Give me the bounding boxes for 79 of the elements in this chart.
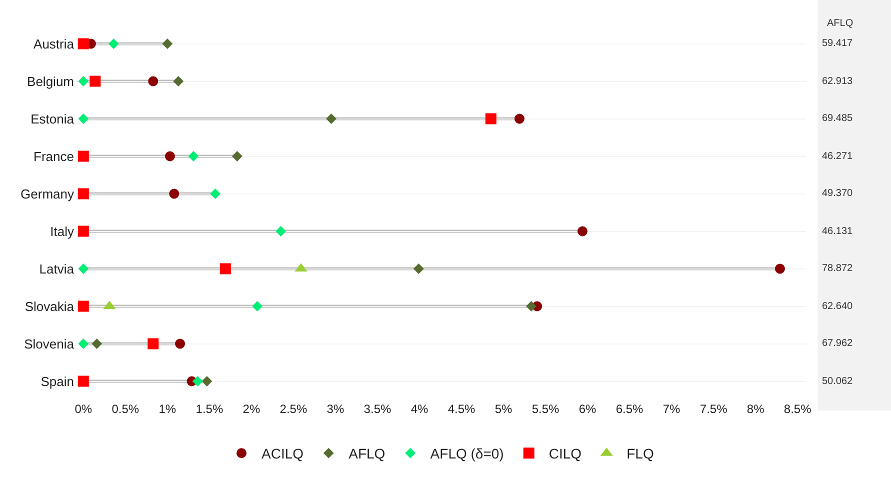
text: 50.062 bbox=[822, 376, 854, 387]
point bbox=[78, 300, 89, 312]
x-tick-label: 7% bbox=[662, 402, 681, 416]
point bbox=[326, 114, 336, 124]
y-tick-label: Slovakia bbox=[24, 298, 75, 314]
point bbox=[164, 151, 175, 162]
point bbox=[276, 226, 286, 236]
point bbox=[220, 263, 231, 274]
x-tick-label: 2% bbox=[242, 402, 260, 416]
point bbox=[162, 38, 173, 49]
point bbox=[78, 76, 89, 86]
point bbox=[78, 376, 89, 387]
point bbox=[78, 264, 89, 274]
x-tick-label: 4.5% bbox=[448, 402, 476, 416]
point bbox=[78, 188, 89, 200]
y-tick-label: Belgium bbox=[27, 74, 74, 89]
x-tick-label: 1.5% bbox=[196, 402, 224, 416]
legend-label: AFLQ (δ=0) bbox=[430, 446, 504, 462]
point bbox=[148, 338, 159, 350]
legend-label: CILQ bbox=[548, 446, 582, 462]
x-tick-label: 5.5% bbox=[532, 402, 560, 416]
x-tick-label: 8.5% bbox=[784, 402, 812, 416]
text: 67.962 bbox=[822, 338, 854, 349]
x-tick-label: 0.5% bbox=[112, 402, 140, 416]
point bbox=[188, 151, 199, 162]
text: 69.485 bbox=[822, 113, 854, 124]
legend-label: ACILQ bbox=[262, 446, 304, 462]
y-tick-label: Italy bbox=[50, 224, 74, 239]
point bbox=[78, 114, 89, 124]
y-tick-label: Slovenia bbox=[24, 336, 75, 352]
point bbox=[232, 151, 242, 162]
point bbox=[90, 76, 101, 87]
point bbox=[210, 188, 221, 199]
point bbox=[192, 376, 203, 386]
text: AFLQ bbox=[827, 18, 854, 29]
legend-label: FLQ bbox=[626, 446, 654, 462]
y-tick-label: Estonia bbox=[30, 111, 75, 126]
text: 62.913 bbox=[822, 76, 854, 87]
point bbox=[774, 264, 785, 274]
text: 46.131 bbox=[822, 226, 854, 237]
point bbox=[78, 338, 89, 349]
x-tick-label: 2.5% bbox=[280, 402, 308, 416]
x-tick-label: 7.5% bbox=[700, 402, 728, 416]
text: 78.872 bbox=[822, 263, 854, 274]
x-tick-label: 8% bbox=[746, 402, 765, 416]
point bbox=[78, 38, 89, 50]
x-tick-label: 0% bbox=[74, 402, 92, 416]
text: 49.370 bbox=[822, 188, 854, 199]
point bbox=[108, 38, 119, 49]
point bbox=[173, 76, 184, 86]
point bbox=[413, 264, 424, 274]
text: 62.640 bbox=[822, 301, 854, 312]
x-tick-label: 3.5% bbox=[364, 402, 392, 416]
y-tick-label: Latvia bbox=[39, 261, 75, 276]
x-tick-label: 6% bbox=[578, 402, 597, 416]
y-tick-label: Austria bbox=[34, 36, 75, 52]
legend-label: AFLQ bbox=[348, 446, 386, 462]
point bbox=[252, 301, 263, 312]
y-tick-label: Germany bbox=[20, 186, 74, 202]
point bbox=[485, 113, 496, 124]
x-tick-label: 1% bbox=[158, 402, 176, 416]
y-tick-label: France bbox=[34, 148, 74, 164]
text: 46.271 bbox=[822, 151, 854, 162]
point bbox=[78, 226, 89, 237]
point bbox=[169, 188, 180, 199]
text: 59.417 bbox=[822, 38, 854, 49]
point bbox=[578, 226, 588, 236]
x-tick-label: 6.5% bbox=[616, 402, 644, 416]
x-tick-label: 3% bbox=[326, 402, 344, 416]
x-tick-label: 5% bbox=[494, 402, 513, 416]
point bbox=[78, 150, 89, 162]
point bbox=[92, 338, 102, 349]
point bbox=[526, 301, 536, 312]
point bbox=[175, 338, 186, 349]
y-tick-label: Spain bbox=[40, 374, 74, 389]
point bbox=[202, 376, 212, 386]
point bbox=[514, 114, 524, 124]
point bbox=[148, 76, 158, 86]
x-tick-label: 4% bbox=[410, 402, 428, 416]
